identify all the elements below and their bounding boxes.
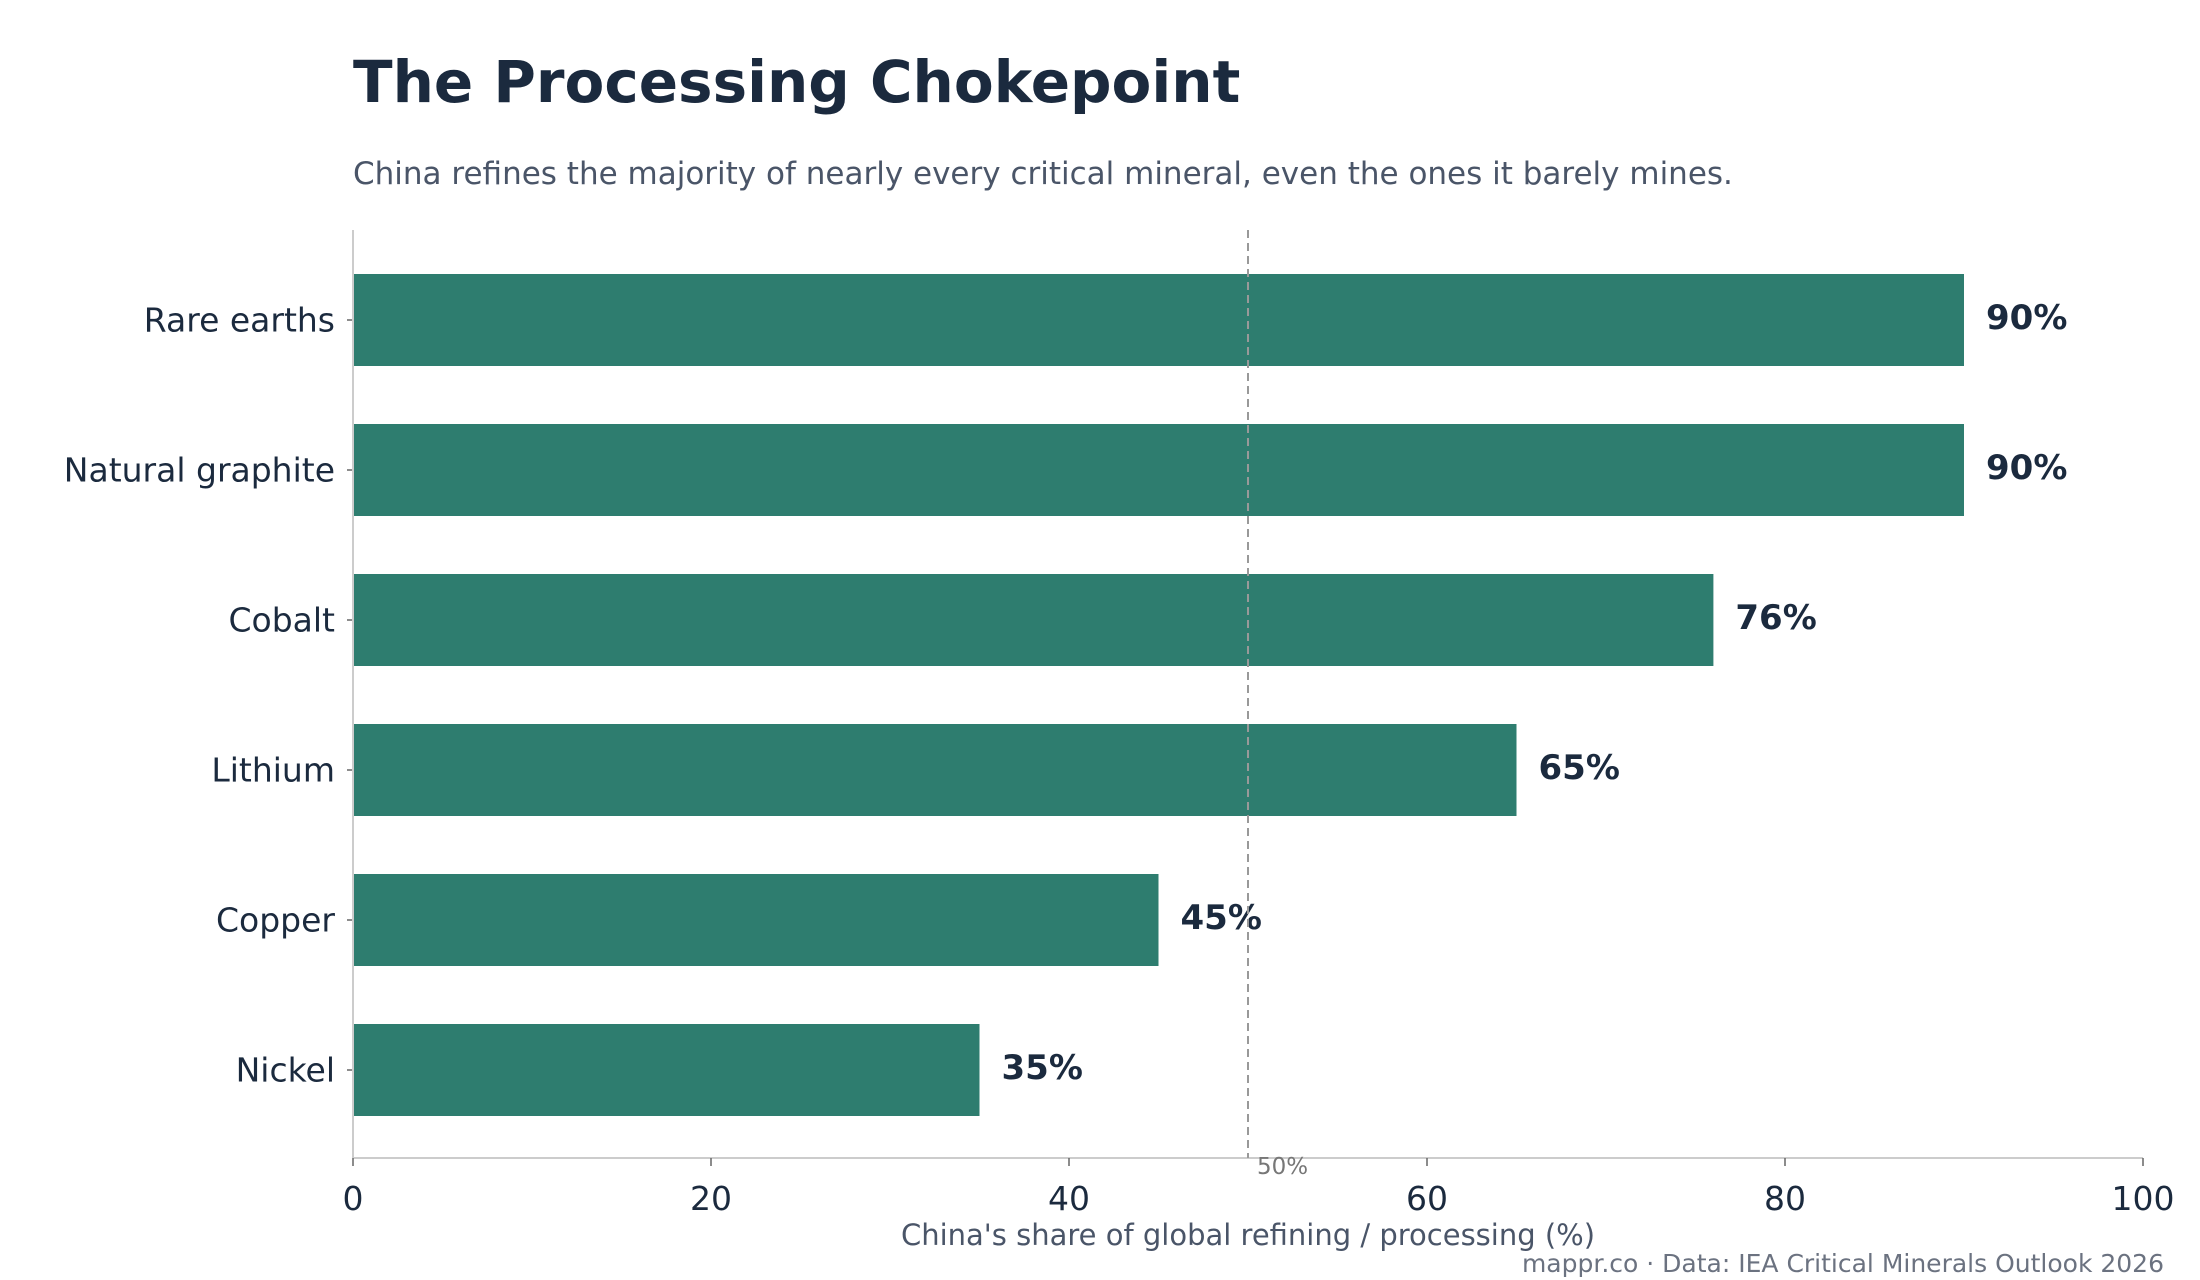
chart-subtitle: China refines the majority of nearly eve…: [353, 156, 1733, 192]
bar: [353, 874, 1159, 966]
plot-area: Rare earths 90% Natural graphite 90% Cobalt 7…: [64, 230, 2175, 1218]
value-label: 76%: [1735, 598, 1816, 638]
x-tick-label: 40: [1048, 1179, 1090, 1218]
bar: [353, 274, 1964, 366]
value-label: 65%: [1539, 748, 1620, 788]
bar: [353, 424, 1964, 516]
x-tick-label: 80: [1764, 1179, 1806, 1218]
value-label: 35%: [1002, 1048, 1083, 1088]
x-axis-title: China's share of global refining / proce…: [901, 1218, 1595, 1252]
x-tick-label: 60: [1406, 1179, 1448, 1218]
category-label: Lithium: [211, 751, 335, 790]
category-label: Copper: [216, 901, 335, 940]
category-label: Natural graphite: [64, 451, 335, 490]
value-label: 90%: [1986, 448, 2067, 488]
x-tick-label: 20: [690, 1179, 732, 1218]
x-tick-label: 0: [343, 1179, 364, 1218]
value-label: 90%: [1986, 298, 2067, 338]
reference-line-label: 50%: [1257, 1154, 1308, 1180]
bar: [353, 1024, 980, 1116]
bar: [353, 574, 1714, 666]
category-label: Cobalt: [228, 601, 335, 640]
chart-title: The Processing Chokepoint: [353, 48, 1240, 116]
category-label: Nickel: [236, 1051, 335, 1090]
bar: [353, 724, 1517, 816]
x-tick-label: 100: [2112, 1179, 2175, 1218]
source-note: mappr.co · Data: IEA Critical Minerals O…: [1522, 1249, 2164, 1278]
value-label: 45%: [1181, 898, 1262, 938]
category-label: Rare earths: [144, 301, 335, 340]
